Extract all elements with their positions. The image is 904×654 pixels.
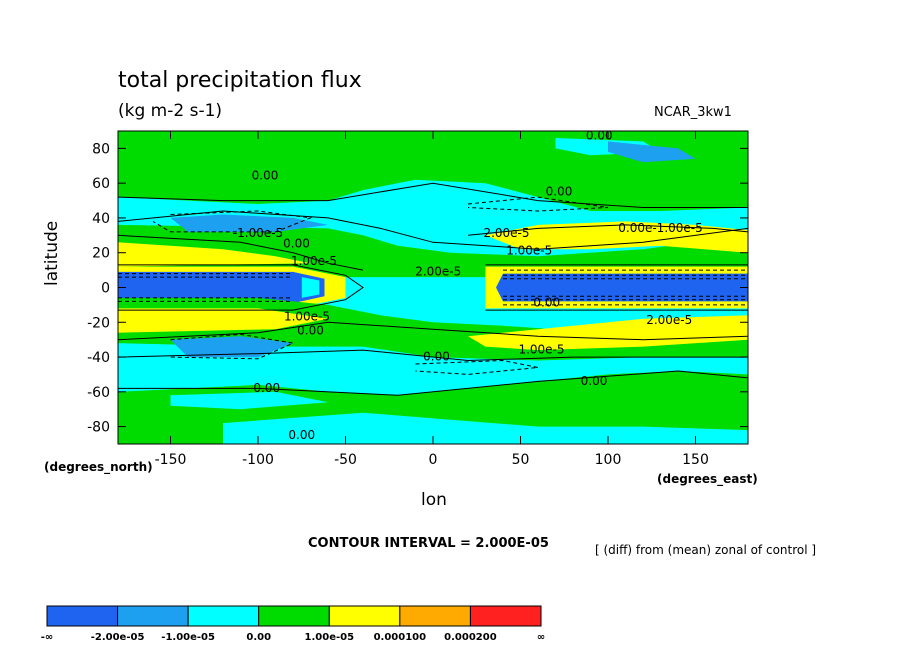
y-axis-unit: (degrees_north) [44, 460, 153, 474]
contour-line-negative [170, 333, 295, 360]
contour-line [118, 264, 364, 311]
y-tick-label: 80 [92, 141, 110, 157]
contour-line [118, 182, 748, 208]
colorbar-label: -1.00e-05 [161, 632, 215, 643]
axes: -150 -100 -50 0 50 100 150 -80 -60 -40 -20 0 20 40 60 8… [87, 131, 748, 468]
contour-label: 2.00e-5 [646, 313, 692, 327]
contour-label: 0.00 [288, 428, 315, 442]
fill-north-yellow-west [118, 242, 311, 267]
x-axis-unit: (degrees_east) [657, 472, 758, 486]
colorbar-swatch [469, 605, 542, 627]
contour-label: 0.00 [533, 296, 560, 310]
x-tick-label: 0 [429, 452, 438, 468]
x-tick-label: -150 [155, 452, 187, 468]
contour-label: 1.00e-5 [518, 343, 564, 357]
contour-label: -1.00e-5 [233, 226, 283, 240]
colorbar-label: 0.000200 [444, 632, 497, 643]
model-label: NCAR_3kw1 [654, 105, 732, 120]
x-tick-label: -50 [334, 452, 357, 468]
y-tick-label: -80 [87, 420, 110, 436]
x-axis-label: lon [421, 490, 447, 510]
y-tick-label: -40 [87, 350, 110, 366]
fill-equator-cyan-notch [301, 277, 320, 298]
colorbar-swatch [187, 605, 260, 627]
contour-label: 0.00 [423, 350, 450, 364]
y-tick-label: -60 [87, 385, 110, 401]
contour-line [118, 234, 364, 271]
contour-label: 2.00e-5 [483, 226, 529, 240]
fill-north-arctic-pocket [608, 141, 696, 163]
fill-south-blue-pocket [170, 336, 293, 358]
y-tick-label: 60 [92, 176, 110, 192]
colorbar: -∞ -2.00e-05 -1.00e-05 0.00 1.00e-05 0.000100… [41, 605, 545, 643]
colorbar-label: -∞ [41, 632, 53, 643]
contour-label: 0.00 [297, 323, 324, 337]
contour-label: 1.00e-5 [506, 243, 552, 257]
contour-line-negative [467, 196, 609, 212]
contour-label: 0.00 [586, 129, 613, 143]
contour-line [118, 370, 748, 396]
contour-labels: 0.000.000.00-1.00e-50.002.00e-5 0.00e-1.0… [233, 129, 703, 442]
fill-south-yellow-east [468, 315, 748, 351]
fill-south-cyan-polar [223, 412, 748, 444]
y-tick-label: -20 [87, 315, 110, 331]
contour-line [467, 224, 748, 236]
x-tick-label: 100 [595, 452, 622, 468]
colorbar-label: 1.00e-05 [305, 632, 355, 643]
colorbar-swatch [46, 605, 119, 627]
contour-label: 1.00e-5 [291, 254, 337, 268]
x-tick-label: 50 [512, 452, 530, 468]
fill-south-yellow-west [118, 308, 328, 333]
contour-label: 1.00e-5 [284, 310, 330, 324]
x-tick-label: -100 [242, 452, 274, 468]
chart-title: total precipitation flux [118, 68, 362, 93]
contour-line-negative [415, 359, 539, 375]
colorbar-label: 0.00 [246, 632, 271, 643]
contour-line [118, 321, 748, 341]
colorbar-swatch [258, 605, 330, 627]
y-tick-label: 0 [101, 281, 110, 297]
contour-label: 0.00 [252, 169, 279, 183]
colorbar-label: 0.000100 [374, 632, 427, 643]
colorbar-swatch [117, 605, 189, 627]
y-tick-label: 40 [92, 211, 110, 227]
fill-south-cyan-patch [170, 391, 328, 410]
colorbar-swatch [328, 605, 401, 627]
y-tick-label: 20 [92, 246, 110, 262]
contour-label: 0.00e-1.00e-5 [618, 221, 703, 235]
colorbar-swatch [399, 605, 471, 627]
fill-equator-blue-east [496, 273, 748, 302]
colorbar-label: -2.00e-05 [91, 632, 145, 643]
contour-label: 2.00e-5 [415, 264, 461, 278]
contour-label: 0.00 [253, 381, 280, 395]
contour-label: 0.00 [546, 184, 573, 198]
contour-lines [118, 182, 748, 396]
fill-equator-blue-west [118, 271, 325, 304]
chart-units: (kg m-2 s-1) [118, 101, 223, 121]
heatmap-fills [118, 131, 748, 444]
contour-line-negative [152, 210, 313, 233]
fill-north-subtrop-green [118, 224, 748, 278]
x-tick-label: 150 [682, 452, 709, 468]
fill-north-yellow-east [485, 221, 748, 253]
fill-north-blue-pocket [170, 214, 328, 232]
contour-line [118, 349, 748, 362]
diff-note: [ (diff) from (mean) zonal of control ] [595, 543, 817, 557]
contour-interval: CONTOUR INTERVAL = 2.000E-05 [308, 536, 549, 551]
colorbar-label: ∞ [537, 632, 545, 643]
contour-label: 0.00 [283, 237, 310, 251]
contour-label: 0.00 [581, 374, 608, 388]
